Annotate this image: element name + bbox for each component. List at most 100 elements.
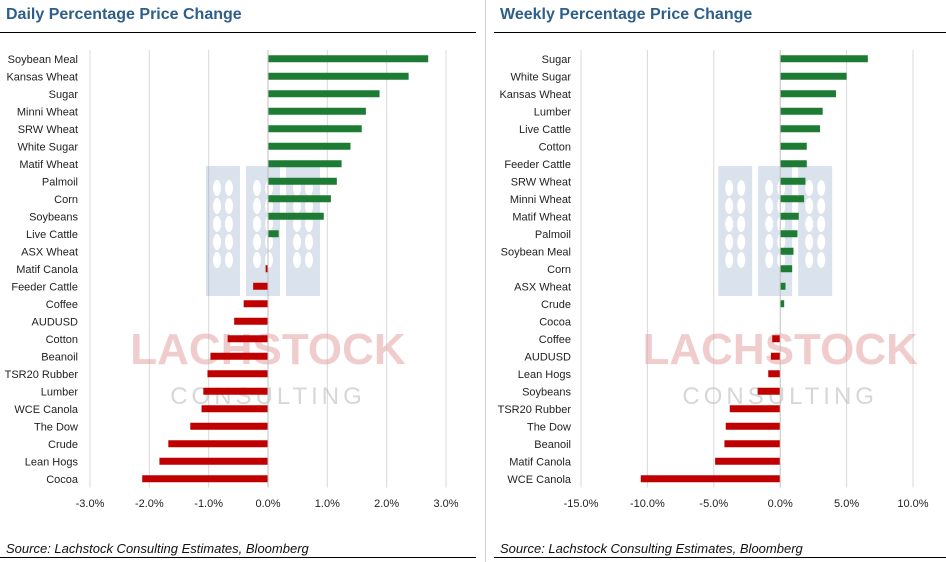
- bar: [770, 352, 781, 360]
- x-tick-label: 10.0%: [897, 498, 928, 510]
- x-tick-label: 2.0%: [374, 498, 399, 510]
- watermark-grain: [305, 216, 313, 232]
- watermark-grain: [725, 252, 734, 268]
- category-label: Lumber: [41, 386, 79, 398]
- category-label: Minni Wheat: [17, 106, 78, 118]
- daily-title-rule: [0, 32, 476, 33]
- bar: [190, 422, 268, 430]
- watermark-grain: [725, 216, 734, 232]
- bar: [268, 177, 337, 185]
- bar: [780, 55, 868, 63]
- bar: [159, 457, 268, 465]
- bar: [715, 457, 781, 465]
- watermark-column: [206, 166, 240, 296]
- x-tick-label: -3.0%: [76, 498, 105, 510]
- category-label: The Dow: [527, 421, 571, 433]
- watermark-grain: [737, 234, 746, 250]
- watermark-grain: [253, 198, 261, 214]
- bar: [780, 177, 806, 185]
- watermark-grain: [213, 234, 221, 250]
- bar: [268, 72, 409, 80]
- watermark-grain: [765, 234, 774, 250]
- watermark-grain: [265, 216, 273, 232]
- bar: [203, 387, 268, 395]
- category-label: Coffee: [46, 299, 78, 311]
- watermark-grain: [213, 216, 221, 232]
- watermark-grain: [777, 216, 786, 232]
- watermark-grain: [305, 252, 313, 268]
- watermark-grain: [805, 216, 814, 232]
- category-label: Live Cattle: [519, 124, 571, 136]
- category-label: Matif Canola: [16, 264, 79, 276]
- bar: [268, 107, 366, 115]
- watermark-grain: [765, 252, 774, 268]
- category-label: Palmoil: [535, 229, 571, 241]
- category-label: WCE Canola: [14, 404, 78, 416]
- panel-separator: [485, 0, 486, 562]
- category-label: SRW Wheat: [511, 176, 571, 188]
- category-label: Live Cattle: [26, 229, 78, 241]
- category-label: TSR20 Rubber: [5, 369, 79, 381]
- watermark-grain: [253, 252, 261, 268]
- watermark-grain: [253, 180, 261, 196]
- bar: [780, 107, 823, 115]
- category-label: Cotton: [539, 141, 571, 153]
- watermark-column: [798, 166, 833, 296]
- x-tick-label: 0.0%: [255, 498, 280, 510]
- weekly-source-note: Source: Lachstock Consulting Estimates, …: [500, 541, 803, 556]
- watermark-grain: [817, 198, 826, 214]
- bar: [201, 405, 268, 413]
- watermark-grain: [737, 180, 746, 196]
- bar: [780, 72, 847, 80]
- bar: [780, 300, 785, 308]
- watermark-grain: [777, 234, 786, 250]
- watermark-grain: [737, 252, 746, 268]
- category-label: Soybeans: [29, 211, 78, 223]
- category-label: Sugar: [49, 89, 79, 101]
- daily-source-note: Source: Lachstock Consulting Estimates, …: [6, 541, 309, 556]
- bar: [268, 55, 429, 63]
- bar: [780, 282, 786, 290]
- bar: [780, 265, 793, 273]
- bar: [780, 247, 794, 255]
- category-label: White Sugar: [510, 71, 571, 83]
- bar: [780, 160, 807, 168]
- bar: [243, 300, 268, 308]
- x-tick-label: -10.0%: [630, 498, 665, 510]
- watermark-grain: [293, 234, 301, 250]
- watermark-grain: [817, 234, 826, 250]
- category-label: The Dow: [34, 421, 78, 433]
- watermark-grain: [737, 198, 746, 214]
- category-label: Matif Canola: [509, 456, 572, 468]
- category-label: Lean Hogs: [25, 456, 79, 468]
- watermark-grain: [213, 198, 221, 214]
- watermark-grain: [293, 216, 301, 232]
- bar: [780, 90, 836, 98]
- watermark-logo: [206, 166, 320, 296]
- bar: [268, 195, 331, 203]
- watermark-grain: [293, 252, 301, 268]
- category-label: Sugar: [542, 54, 572, 66]
- category-label: Crude: [48, 439, 78, 451]
- watermark-grain: [265, 252, 273, 268]
- category-label: Crude: [541, 299, 571, 311]
- x-tick-label: 1.0%: [315, 498, 340, 510]
- bar: [780, 230, 798, 238]
- bar: [210, 352, 268, 360]
- watermark-grain: [805, 252, 814, 268]
- watermark-grain: [817, 180, 826, 196]
- bar: [168, 440, 268, 448]
- bar: [780, 142, 807, 150]
- watermark-grain: [777, 252, 786, 268]
- x-tick-label: 0.0%: [768, 498, 793, 510]
- category-label: Corn: [547, 264, 571, 276]
- weekly-source-rule: [494, 557, 946, 558]
- category-label: Palmoil: [42, 176, 78, 188]
- bar: [729, 405, 781, 413]
- category-label: Soybean Meal: [501, 246, 571, 258]
- watermark-column: [718, 166, 753, 296]
- category-label: Matif Wheat: [19, 159, 78, 171]
- category-label: Feeder Cattle: [504, 159, 571, 171]
- weekly-chart-panel: Weekly Percentage Price Change LACHSTOCK…: [494, 0, 946, 562]
